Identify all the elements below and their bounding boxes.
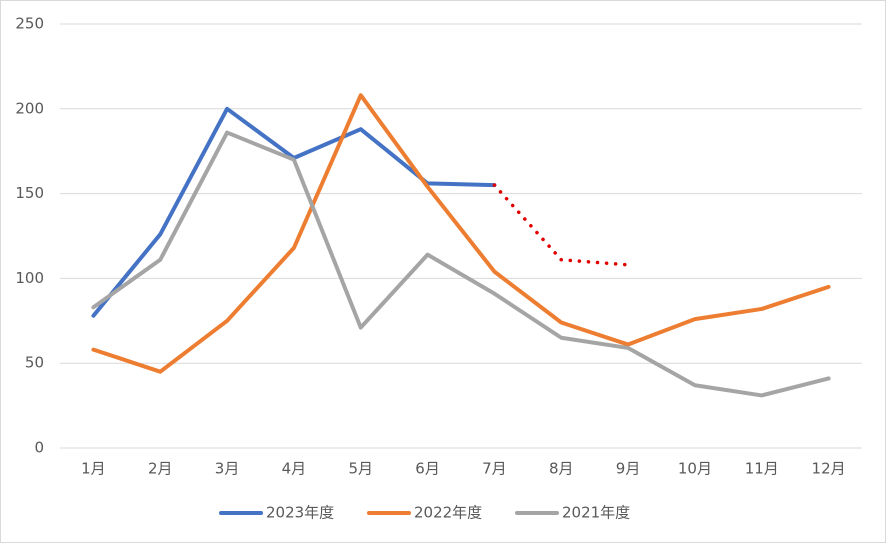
- x-tick-label: 6月: [415, 460, 440, 478]
- y-tick-label: 50: [25, 354, 44, 372]
- x-tick-label: 9月: [616, 460, 641, 478]
- x-tick-label: 1月: [81, 460, 106, 478]
- x-tick-label: 4月: [282, 460, 307, 478]
- x-tick-label: 7月: [482, 460, 507, 478]
- legend-label: 2023年度: [266, 504, 334, 522]
- x-tick-label: 11月: [745, 460, 779, 478]
- x-tick-label: 12月: [812, 460, 846, 478]
- x-tick-label: 5月: [348, 460, 373, 478]
- legend-label: 2022年度: [414, 504, 482, 522]
- x-tick-label: 10月: [678, 460, 712, 478]
- series-line: [492, 183, 630, 267]
- y-tick-label: 200: [15, 99, 44, 117]
- y-tick-label: 100: [15, 269, 44, 287]
- x-tick-label: 8月: [549, 460, 574, 478]
- y-tick-label: 0: [34, 439, 44, 457]
- y-tick-label: 150: [15, 184, 44, 202]
- series-line: [91, 93, 831, 374]
- series-line: [91, 130, 831, 398]
- x-tick-label: 2月: [148, 460, 173, 478]
- x-tick-label: 3月: [215, 460, 240, 478]
- y-tick-label: 250: [15, 15, 44, 33]
- legend-label: 2021年度: [562, 504, 630, 522]
